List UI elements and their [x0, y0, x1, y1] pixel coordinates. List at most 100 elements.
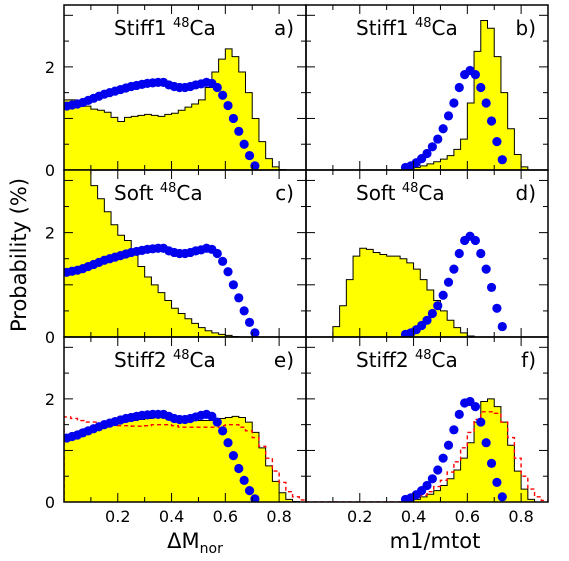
- x-axis-label-left-sub: nor: [200, 541, 223, 557]
- panel-d-data-point: [433, 301, 443, 311]
- panel-a-histogram-bin: [211, 72, 220, 170]
- panel-c-histogram-bin: [70, 170, 78, 337]
- panel-c-histogram-bin: [84, 170, 92, 337]
- panel-e-histogram-bin: [124, 421, 132, 502]
- panel-d-data-point: [486, 282, 497, 293]
- panel-b-letter: b): [516, 16, 537, 40]
- panel-c-title-mass: 48: [160, 181, 177, 196]
- panel-a-histogram-bin: [104, 112, 112, 170]
- panel-a-histogram-bin: [245, 92, 253, 170]
- panel-b-histogram-bin: [500, 92, 509, 170]
- panel-e-histogram-bin: [245, 422, 253, 502]
- panel-d-histogram-bin: [366, 249, 374, 337]
- panel-a-data-point: [218, 90, 228, 100]
- panel-c-data-point: [218, 256, 228, 266]
- panel-e-histogram-bin: [158, 416, 166, 502]
- panel-c-data-point: [234, 293, 244, 303]
- panel-c-y-tick-label: 0: [45, 328, 55, 347]
- panel-e-histogram-bin: [64, 436, 72, 502]
- panel-d-data-point: [443, 277, 454, 287]
- panel-d-histogram-bin: [386, 256, 394, 337]
- panel-c-histogram-bin: [77, 170, 85, 337]
- panel-f-data-point: [486, 458, 497, 468]
- panel-d-histogram-bin: [440, 310, 448, 337]
- panel-d-title-model: Soft: [356, 181, 402, 205]
- panel-f-histogram-bin: [527, 499, 535, 502]
- panel-c-histogram-bin: [158, 292, 166, 337]
- panel-c-histogram-bin: [124, 240, 132, 337]
- panel-d-title-element: Ca: [418, 181, 444, 205]
- panel-a-histogram-bin: [218, 59, 226, 170]
- panel-f-histogram-bin: [447, 478, 455, 502]
- panel-b-histogram-bin: [427, 163, 435, 170]
- panel-a-y-tick-label: 0: [45, 161, 55, 180]
- panel-a-histogram-bin: [151, 115, 159, 170]
- panel-a-histogram-bin: [198, 99, 206, 170]
- x-axis-label-right: m1/mtot: [390, 529, 481, 553]
- panel-a-title-model: Stiff1: [114, 16, 173, 40]
- panel-f-title-mass: 48: [415, 348, 432, 363]
- panel-c-histogram-bin: [64, 170, 72, 337]
- panel-d-data-point: [427, 308, 437, 319]
- panel-e-histogram-bin: [144, 418, 152, 502]
- panel-f-histogram-bin: [440, 485, 448, 502]
- panel-b-histogram-bin: [440, 159, 448, 170]
- panel-a-plot-area: [64, 48, 287, 170]
- panel-a-histogram-bin: [144, 114, 152, 170]
- panel-e-histogram-bin: [84, 428, 92, 502]
- panel-b-title-element: Ca: [432, 16, 458, 40]
- panel-b-data-point: [481, 98, 491, 108]
- panel-a-y-tick-label: 2: [45, 58, 55, 77]
- panel-e-data-point: [228, 450, 238, 461]
- panel-d-histogram-bin: [346, 279, 354, 337]
- panel-f-histogram-bin: [433, 490, 441, 502]
- panel-a-data-point: [239, 139, 249, 149]
- panel-b-data-point: [486, 116, 497, 126]
- panel-b-histogram-bin: [460, 139, 468, 170]
- panel-b-title: Stiff1 48Ca: [356, 16, 458, 40]
- panel-e-histogram-bin: [171, 416, 179, 502]
- panel-e-x-tick-label: 0.2: [105, 507, 130, 526]
- panel-f-frame: [305, 336, 549, 503]
- panel-e-histogram-bin: [285, 499, 293, 502]
- panel-d-histogram-bin: [447, 320, 455, 337]
- panel-b-histogram-bin: [507, 128, 515, 170]
- panel-e-x-tick-label: 0.8: [266, 507, 291, 526]
- panel-c-histogram-bin: [191, 323, 199, 337]
- panel-e-histogram-bin: [97, 426, 105, 502]
- panel-b-data-point: [422, 148, 432, 159]
- panel-a-histogram-bin: [64, 99, 72, 170]
- panel-f-histogram-bin: [467, 442, 475, 502]
- panel-f-x-tick-label: 0.2: [347, 507, 372, 526]
- panel-e-histogram-bin: [272, 481, 280, 502]
- panel-a-data-point: [212, 82, 222, 93]
- panel-b-title-model: Stiff1: [356, 16, 415, 40]
- panel-f-data-point: [454, 409, 464, 419]
- panel-d-histogram-bin: [339, 305, 347, 337]
- panel-d-plot-area: [306, 231, 548, 337]
- panel-f-histogram-bin: [507, 445, 515, 502]
- panel-f-histogram-bin: [460, 458, 468, 502]
- panel-c-y-tick-label: 2: [45, 224, 55, 243]
- panel-a-data-point: [244, 150, 255, 161]
- panel-c-histogram-bin: [178, 313, 186, 337]
- panel-c-data-point: [250, 328, 260, 337]
- panel-e-histogram-bin: [77, 430, 85, 502]
- panel-a-histogram-bin: [90, 109, 99, 170]
- panel-c-data-point: [244, 317, 255, 327]
- panel-b-histogram-bin: [413, 167, 421, 170]
- panel-d-data-point: [481, 264, 491, 274]
- panel-b-data-point: [476, 82, 486, 93]
- panel-e-histogram-bin: [258, 447, 267, 502]
- panel-c-histogram-bin: [111, 224, 119, 337]
- panel-b-histogram-bin: [467, 102, 475, 170]
- panel-e-y-tick-label: 2: [45, 390, 55, 409]
- panel-e-histogram-bin: [218, 418, 226, 502]
- panel-f-histogram-bin: [427, 494, 435, 502]
- panel-d-histogram-bin: [393, 256, 401, 337]
- panel-b-histogram-bin: [487, 28, 495, 170]
- panel-e-data-point: [223, 438, 233, 448]
- panel-d-histogram-bin: [460, 332, 468, 337]
- panel-a-histogram-bin: [238, 72, 246, 170]
- panel-f-title-element: Ca: [432, 348, 458, 372]
